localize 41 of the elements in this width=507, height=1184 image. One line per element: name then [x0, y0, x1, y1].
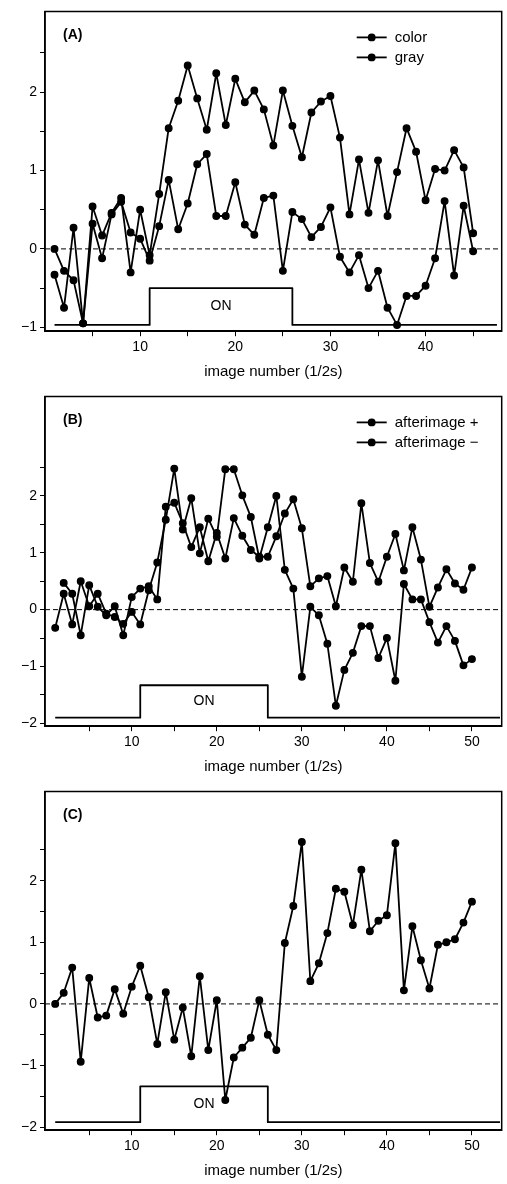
y-tick-label: 2	[29, 871, 38, 888]
y-tick-label: −1	[21, 657, 38, 674]
x-tick-label: 10	[123, 1137, 140, 1154]
legend-label: afterimage −	[394, 432, 479, 450]
x-tick-label: 30	[322, 338, 339, 355]
x-axis-title: image number (1/2s)	[204, 1161, 343, 1179]
y-tick-label: 2	[29, 486, 38, 503]
x-tick-label: 40	[417, 338, 434, 355]
x-tick-label: 10	[123, 733, 140, 750]
y-tick-label: 2	[29, 82, 38, 99]
y-tick-label: 0	[29, 239, 38, 256]
x-tick-label: 50	[464, 733, 480, 750]
y-tick-label: 1	[29, 161, 38, 178]
annotation: ON	[193, 1095, 215, 1112]
x-axis-title: image number (1/2s)	[204, 757, 343, 775]
text: (A)	[63, 26, 83, 43]
annotation: ON	[193, 692, 215, 709]
text: (C)	[63, 806, 83, 823]
legend-label: afterimage +	[394, 412, 479, 430]
y-tick-label: 1	[29, 543, 38, 560]
y-tick-label: 1	[29, 933, 38, 950]
x-tick-label: 20	[227, 338, 244, 355]
y-tick-label: 0	[29, 600, 38, 617]
x-tick-label: 20	[209, 733, 225, 750]
y-tick-label: −2	[21, 714, 38, 731]
x-tick-label: 30	[294, 733, 310, 750]
x-axis-title: image number (1/2s)	[204, 362, 343, 380]
legend-label: color	[394, 27, 428, 45]
x-tick-label: 40	[379, 1137, 395, 1154]
x-tick-label: 30	[294, 1137, 310, 1154]
y-tick-label: 0	[29, 994, 38, 1011]
x-tick-label: 40	[379, 733, 395, 750]
legend-label: gray	[394, 47, 425, 65]
y-tick-label: −2	[21, 1117, 38, 1134]
y-tick-label: −1	[21, 318, 38, 335]
x-tick-label: 50	[464, 1137, 480, 1154]
y-tick-label: −1	[21, 1056, 38, 1073]
annotation: ON	[210, 297, 232, 314]
text: (B)	[63, 411, 83, 428]
x-tick-label: 10	[132, 338, 149, 355]
x-tick-label: 20	[209, 1137, 225, 1154]
